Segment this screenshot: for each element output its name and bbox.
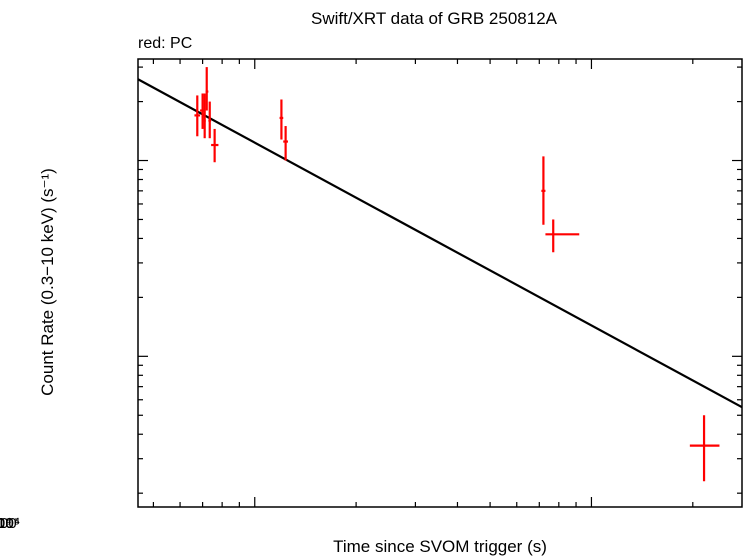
data-point: [211, 128, 219, 163]
x-tick-label: 2×10⁴: [0, 515, 20, 532]
x-tick-label: 5000: [0, 515, 17, 532]
plot-frame: [137, 58, 743, 508]
data-point: [279, 99, 284, 140]
data-point: [545, 219, 580, 253]
x-tick-label: 10⁵: [0, 515, 11, 532]
axis-tick-labels: 500010⁴2×10⁴5×10⁴10⁵2×10⁵ 0.10.01: [0, 0, 131, 532]
data-point: [208, 101, 212, 139]
y-axis-label: Count Rate (0.3−10 keV) (s⁻¹): [38, 168, 57, 396]
x-tick-label: 10⁴: [0, 515, 12, 532]
chart-title: Swift/XRT data of GRB 250812A: [311, 9, 558, 28]
data-points: [194, 67, 720, 482]
data-point: [541, 156, 546, 225]
model-fit: [137, 78, 743, 409]
data-point: [203, 93, 206, 139]
data-point: [194, 95, 201, 137]
data-point: [200, 93, 204, 129]
y-tick-label: 0.01: [102, 0, 131, 4]
data-point: [283, 126, 288, 161]
chart-subtitle: red: PC: [138, 35, 192, 52]
x-tick-label: 2×10⁵: [0, 515, 20, 532]
model-line: [137, 78, 743, 409]
axis-ticks: [138, 59, 742, 507]
y-tick-label: 0.1: [110, 0, 131, 4]
x-axis-label: Time since SVOM trigger (s): [333, 537, 547, 556]
x-tick-label: 5×10⁴: [0, 515, 20, 532]
data-point: [205, 67, 209, 111]
data-point: [689, 415, 720, 482]
